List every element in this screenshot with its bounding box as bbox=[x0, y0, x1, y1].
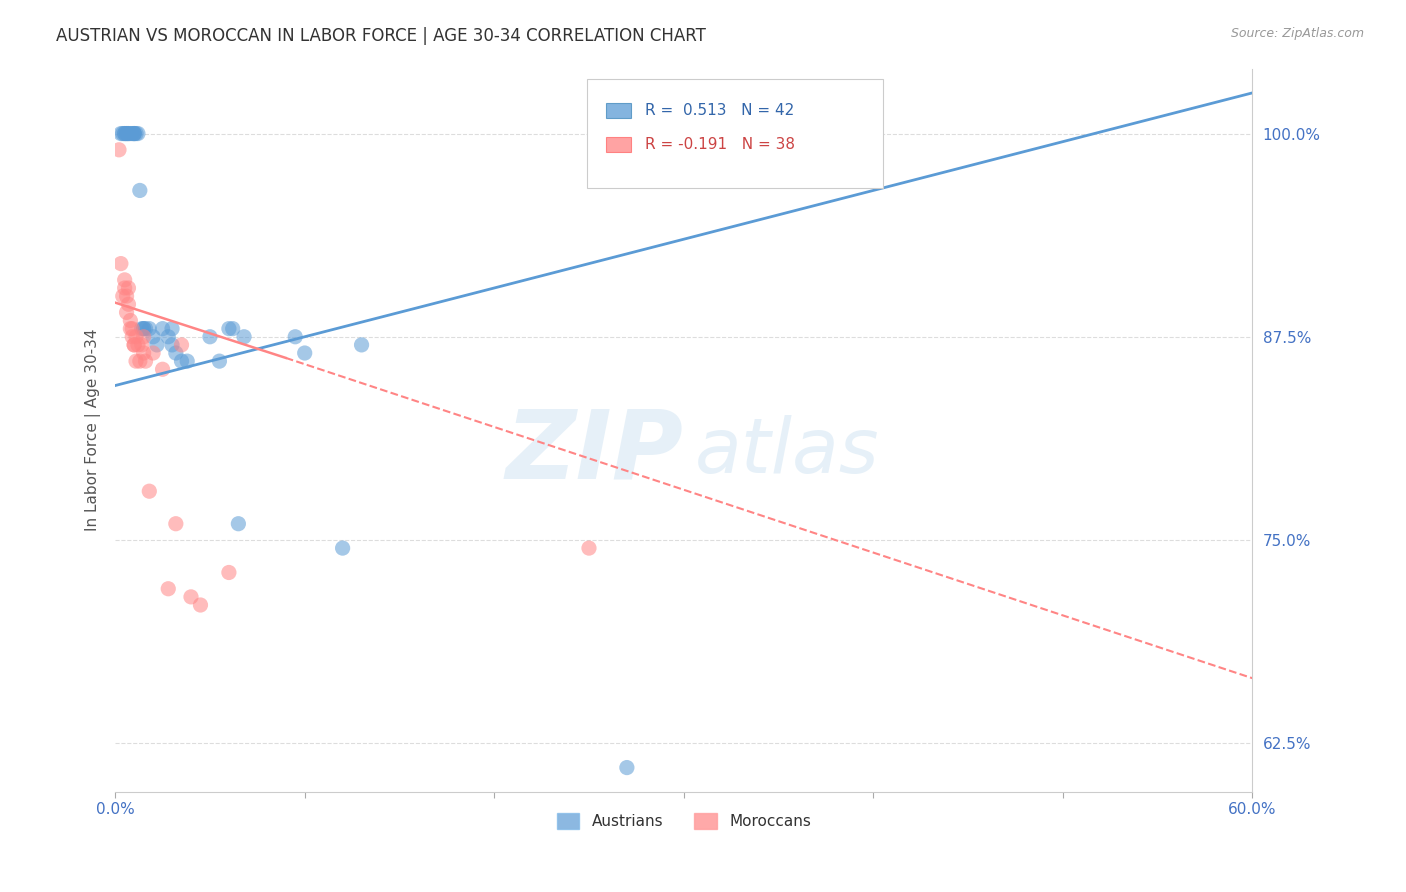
Text: R = -0.191   N = 38: R = -0.191 N = 38 bbox=[645, 137, 794, 152]
Point bbox=[128, 354, 150, 368]
Point bbox=[115, 289, 138, 303]
Point bbox=[165, 516, 187, 531]
Point bbox=[142, 330, 165, 344]
Point bbox=[332, 541, 354, 555]
Point bbox=[115, 127, 138, 141]
Point bbox=[180, 590, 202, 604]
Point bbox=[132, 330, 155, 344]
Point bbox=[115, 305, 138, 319]
Point bbox=[122, 338, 145, 352]
Point bbox=[233, 330, 256, 344]
Point bbox=[221, 321, 243, 335]
Point bbox=[152, 321, 174, 335]
Point bbox=[157, 330, 180, 344]
Point bbox=[190, 598, 212, 612]
Point bbox=[138, 484, 160, 499]
Point bbox=[170, 354, 193, 368]
Point bbox=[114, 127, 136, 141]
Point bbox=[110, 127, 132, 141]
Point bbox=[122, 127, 145, 141]
Point bbox=[132, 321, 155, 335]
Y-axis label: In Labor Force | Age 30-34: In Labor Force | Age 30-34 bbox=[86, 329, 101, 532]
Point bbox=[134, 354, 156, 368]
Point bbox=[117, 281, 139, 295]
FancyBboxPatch shape bbox=[606, 136, 631, 153]
Point bbox=[578, 541, 600, 555]
Point bbox=[208, 354, 231, 368]
Text: AUSTRIAN VS MOROCCAN IN LABOR FORCE | AGE 30-34 CORRELATION CHART: AUSTRIAN VS MOROCCAN IN LABOR FORCE | AG… bbox=[56, 27, 706, 45]
Point bbox=[152, 362, 174, 376]
Point bbox=[127, 127, 149, 141]
FancyBboxPatch shape bbox=[606, 103, 631, 119]
Point bbox=[120, 127, 142, 141]
Point bbox=[146, 338, 169, 352]
Point bbox=[117, 127, 139, 141]
Point bbox=[165, 346, 187, 360]
Point bbox=[117, 127, 139, 141]
Point bbox=[128, 184, 150, 198]
Point bbox=[120, 321, 142, 335]
Point bbox=[228, 516, 250, 531]
Point bbox=[160, 338, 183, 352]
Point bbox=[125, 330, 148, 344]
Point bbox=[108, 143, 131, 157]
Point bbox=[121, 127, 143, 141]
Point bbox=[131, 321, 153, 335]
Point bbox=[616, 761, 638, 775]
Point bbox=[117, 297, 139, 311]
Point bbox=[218, 321, 240, 335]
Point bbox=[284, 330, 307, 344]
Point bbox=[131, 338, 153, 352]
Point bbox=[134, 321, 156, 335]
Point bbox=[111, 127, 134, 141]
Point bbox=[111, 289, 134, 303]
Text: R =  0.513   N = 42: R = 0.513 N = 42 bbox=[645, 103, 794, 118]
Point bbox=[350, 338, 373, 352]
Point bbox=[176, 354, 198, 368]
Point bbox=[132, 321, 155, 335]
Point bbox=[122, 127, 145, 141]
Point bbox=[120, 313, 142, 327]
Point bbox=[294, 346, 316, 360]
FancyBboxPatch shape bbox=[588, 79, 883, 188]
Point bbox=[121, 321, 143, 335]
Point bbox=[142, 346, 165, 360]
Point bbox=[138, 321, 160, 335]
Point bbox=[114, 127, 136, 141]
Point bbox=[160, 321, 183, 335]
Legend: Austrians, Moroccans: Austrians, Moroccans bbox=[551, 806, 817, 835]
Text: atlas: atlas bbox=[695, 415, 880, 489]
Point bbox=[122, 127, 145, 141]
Point bbox=[115, 127, 138, 141]
Point bbox=[218, 566, 240, 580]
Text: ZIP: ZIP bbox=[506, 406, 683, 499]
Point bbox=[198, 330, 221, 344]
Point bbox=[122, 338, 145, 352]
Point bbox=[125, 354, 148, 368]
Point bbox=[121, 330, 143, 344]
Point bbox=[170, 338, 193, 352]
Point bbox=[110, 257, 132, 271]
Point bbox=[768, 801, 790, 815]
Point bbox=[157, 582, 180, 596]
Text: Source: ZipAtlas.com: Source: ZipAtlas.com bbox=[1230, 27, 1364, 40]
Point bbox=[132, 346, 155, 360]
Point bbox=[125, 127, 148, 141]
Point bbox=[127, 338, 149, 352]
Point bbox=[114, 281, 136, 295]
Point bbox=[114, 273, 136, 287]
